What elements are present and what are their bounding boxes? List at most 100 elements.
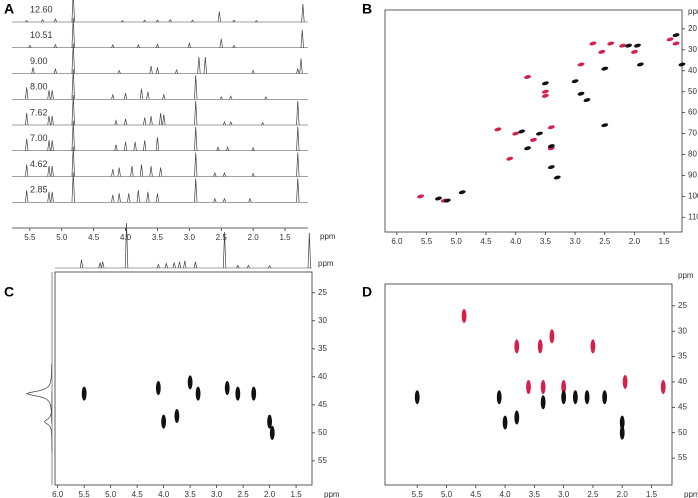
- spectrum-peak: [25, 112, 29, 126]
- projection-peak: [101, 261, 105, 269]
- cross-peak: [530, 137, 537, 142]
- cross-peak: [547, 144, 555, 149]
- x-tick-label: 5.0: [56, 233, 68, 242]
- series-name: 2.85: [30, 185, 48, 195]
- spectrum-peak: [25, 19, 29, 23]
- spectrum-peak: [194, 75, 198, 100]
- spectrum-peak: [248, 197, 252, 203]
- spectrum-peak: [296, 126, 300, 151]
- x-tick-label: 4.0: [510, 237, 522, 246]
- cross-peak: [547, 125, 555, 130]
- spectrum-peak: [143, 140, 147, 151]
- cross-peak: [417, 194, 425, 199]
- x-tick-label: 5.5: [421, 237, 433, 246]
- spectrum-peak: [50, 90, 54, 100]
- spectrum-peak: [53, 67, 58, 74]
- spectrum-peak: [111, 43, 115, 48]
- y-tick-label: 20: [688, 24, 697, 33]
- cross-peak: [540, 395, 546, 410]
- spectrum-peak: [264, 96, 268, 100]
- cross-peak: [161, 414, 167, 429]
- spectrum-peak: [155, 193, 160, 203]
- spectrum-peak: [296, 100, 300, 126]
- spectrum-peak: [123, 141, 128, 151]
- x-tick-label: 3.5: [185, 490, 197, 498]
- spectrum-peak: [71, 146, 75, 177]
- spectrum-peak: [155, 67, 160, 74]
- cross-peak: [537, 339, 543, 354]
- y-tick-label: 45: [318, 400, 327, 409]
- spectrum-peak: [28, 44, 32, 48]
- plot-frame: [384, 283, 673, 486]
- cross-peak: [514, 339, 520, 354]
- series-name: 10.51: [30, 30, 53, 40]
- cross-peak: [584, 390, 590, 405]
- series-name: 8.00: [30, 82, 48, 92]
- x-tick-label: 3.0: [184, 233, 196, 242]
- cross-peak: [590, 339, 596, 354]
- spectrum-peak: [146, 191, 150, 203]
- spectrum-peak: [127, 193, 131, 203]
- spectrum-peak: [117, 193, 121, 203]
- series-name: 4.62: [30, 159, 48, 169]
- x-tick-label: 3.5: [529, 490, 541, 498]
- cross-peak: [461, 308, 467, 323]
- cross-peak: [443, 198, 451, 203]
- spectrum-peak: [219, 96, 223, 100]
- spectrum-peak: [25, 87, 29, 100]
- cross-peak: [541, 89, 549, 94]
- spectrum-peak: [261, 121, 265, 126]
- projection-peak: [124, 222, 129, 269]
- series-name: 9.00: [30, 56, 48, 66]
- spectrum-peak: [123, 118, 128, 126]
- spectrum-peak: [155, 19, 160, 23]
- cross-peak: [224, 381, 230, 396]
- y-tick-label: 35: [318, 344, 327, 353]
- spectrum-peak: [50, 165, 54, 177]
- spectrum-peak: [123, 93, 128, 100]
- cross-peak: [577, 62, 585, 67]
- y-tick-label: 100: [688, 192, 698, 201]
- cross-peak: [637, 62, 644, 67]
- cross-peak: [494, 127, 502, 132]
- spectrum-peak: [133, 141, 137, 151]
- y-tick-label: 55: [678, 453, 687, 462]
- cross-peak: [634, 43, 641, 48]
- cross-peak: [601, 123, 609, 128]
- cross-peak: [524, 146, 531, 151]
- plot-frame: [384, 9, 683, 233]
- spectrum-peak: [155, 137, 160, 151]
- cross-peak: [524, 75, 531, 79]
- cross-peak: [536, 131, 543, 136]
- spectrum-peak: [174, 68, 179, 74]
- spectrum-peak: [117, 167, 121, 177]
- cross-peak: [571, 79, 579, 84]
- cross-peak: [601, 66, 609, 71]
- spectrum-peak: [114, 144, 118, 151]
- x-tick-label: 3.0: [558, 490, 570, 498]
- spectrum-peak: [158, 112, 163, 126]
- spectrum-peak: [162, 93, 166, 100]
- x-tick-label: 4.5: [88, 233, 100, 242]
- spectrum-peak: [50, 140, 54, 151]
- spectrum-peak: [47, 115, 51, 126]
- y-tick-label: 70: [688, 129, 697, 138]
- x-tick-label: 3.5: [540, 237, 552, 246]
- spectrum-peak: [149, 165, 153, 177]
- spectrum-peak: [216, 146, 220, 151]
- spectrum-peak: [229, 121, 233, 126]
- x-tick-label: 2.5: [587, 490, 599, 498]
- y-tick-label: 60: [688, 108, 697, 117]
- cross-peak: [81, 386, 87, 401]
- cross-peak: [619, 425, 625, 440]
- y-tick-label: 40: [678, 377, 687, 386]
- spectrum-peak: [300, 29, 304, 48]
- spectrum-peak: [296, 152, 300, 177]
- cross-peak: [602, 390, 608, 405]
- panel-label: C: [4, 284, 14, 300]
- spectrum-peak: [222, 171, 227, 177]
- cross-peak: [547, 165, 555, 170]
- spectrum-peak: [149, 115, 153, 126]
- spectrum-peak: [25, 164, 29, 177]
- spectrum-peak: [194, 126, 198, 151]
